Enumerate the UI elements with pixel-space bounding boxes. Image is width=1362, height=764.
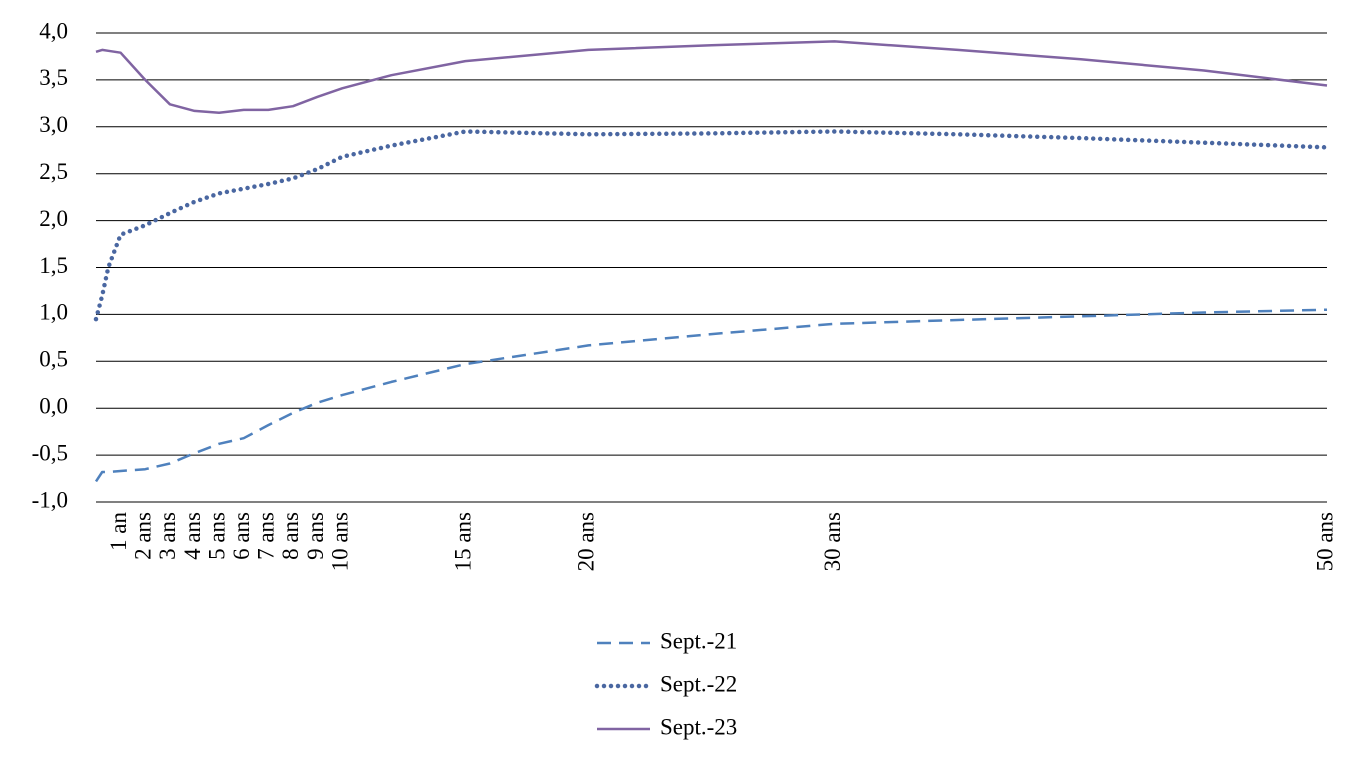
x-tick-label: 50 ans <box>1312 512 1337 571</box>
series-line <box>95 40 1328 114</box>
x-tick-label: 1 an <box>106 512 131 551</box>
x-tick-label: 15 ans <box>451 512 476 571</box>
x-tick-label: 8 ans <box>278 512 303 560</box>
x-tick-label: 9 ans <box>303 512 328 560</box>
y-tick-label: 3,5 <box>39 65 68 90</box>
y-tick-label: -0,5 <box>32 440 68 465</box>
x-tick-label: 20 ans <box>574 512 599 571</box>
y-tick-label: 0,5 <box>39 347 68 372</box>
y-tick-label: 0,0 <box>39 393 68 418</box>
x-tick-label: 7 ans <box>254 512 279 560</box>
y-tick-label: 4,0 <box>39 18 68 43</box>
x-tick-label: 10 ans <box>327 512 352 571</box>
legend-label: Sept.-22 <box>660 671 737 696</box>
x-tick-label: 5 ans <box>204 512 229 560</box>
x-tick-label: 30 ans <box>820 512 845 571</box>
x-tick-label: 3 ans <box>155 512 180 560</box>
legend-label: Sept.-23 <box>660 714 737 739</box>
y-tick-label: 1,0 <box>39 300 68 325</box>
y-tick-label: 2,0 <box>39 206 68 231</box>
y-tick-label: 1,5 <box>39 253 68 278</box>
x-tick-label: 2 ans <box>131 512 156 560</box>
y-tick-label: -1,0 <box>32 487 68 512</box>
x-tick-label: 4 ans <box>180 512 205 560</box>
series-line <box>93 129 1330 322</box>
y-tick-label: 3,0 <box>39 112 68 137</box>
y-tick-label: 2,5 <box>39 159 68 184</box>
legend-label: Sept.-21 <box>660 628 737 653</box>
x-tick-label: 6 ans <box>229 512 254 560</box>
series-line <box>94 308 1328 483</box>
